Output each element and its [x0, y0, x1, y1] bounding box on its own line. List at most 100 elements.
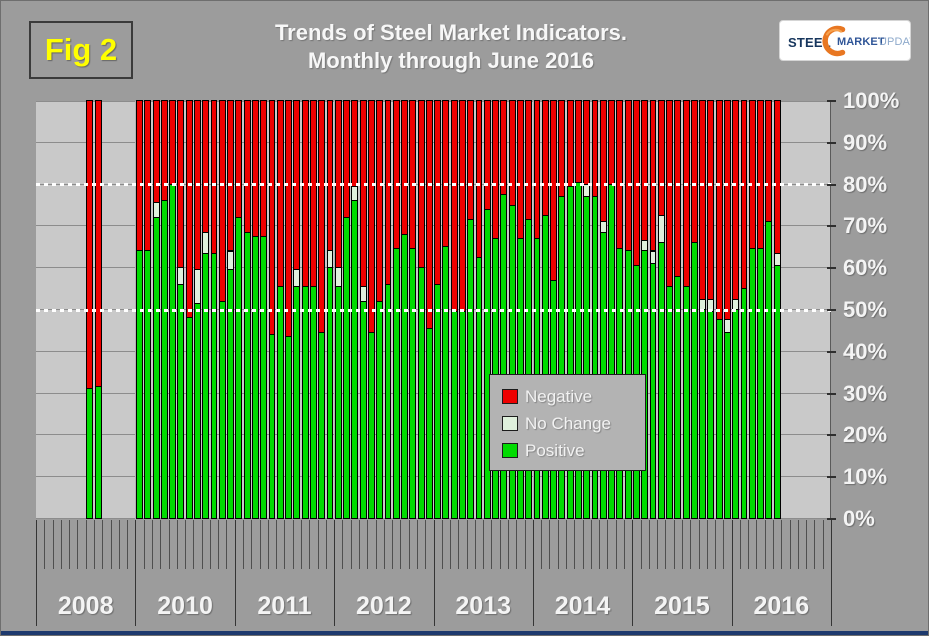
month-tick	[127, 520, 129, 569]
y-axis-label-50: 50%	[843, 297, 888, 322]
month-tick	[251, 520, 253, 569]
bar-2012-5-negative	[367, 100, 375, 333]
x-axis-label-2011: 2011	[257, 592, 312, 620]
reference-line-80	[36, 183, 831, 187]
bar-2015-8-positive	[690, 242, 698, 519]
month-tick	[375, 520, 377, 569]
month-tick	[499, 520, 501, 569]
reference-line-50	[36, 308, 831, 312]
month-tick	[690, 520, 692, 569]
bar-2015-3-positive	[649, 263, 657, 519]
bar-2012-4-negative	[359, 100, 367, 288]
bar-2012-10-negative	[409, 100, 417, 250]
bar-2016-6-no_change	[773, 252, 781, 267]
bar-2012-2-positive	[343, 217, 350, 519]
logo-word-steel: STEEL	[788, 35, 831, 50]
month-tick	[325, 520, 327, 569]
bar-2015-2-negative	[641, 100, 649, 242]
bar-2013-3-negative	[450, 100, 458, 313]
bar-2014-11-negative	[616, 100, 624, 250]
month-tick	[582, 520, 584, 569]
bar-2015-5-negative	[666, 100, 673, 288]
month-tick	[400, 520, 402, 569]
bar-2013-5-negative	[467, 100, 475, 221]
legend-label-positive: Positive	[525, 440, 585, 460]
bar-2010-5-positive	[169, 183, 177, 519]
y-axis-label-20: 20%	[843, 422, 888, 448]
x-axis-label-2010: 2010	[157, 592, 213, 620]
month-tick	[201, 520, 203, 569]
chart-title-line2: Monthly through June 2016	[307, 48, 595, 73]
bar-2010-3-positive	[152, 217, 160, 519]
month-tick	[599, 520, 601, 569]
bar-2011-12-positive	[326, 267, 334, 519]
month-tick	[160, 520, 162, 569]
chart-title: Trends of Steel Market Indicators. Month…	[151, 19, 751, 75]
no-change-swatch-icon	[502, 416, 518, 431]
month-tick	[60, 520, 62, 569]
month-tick	[640, 520, 642, 569]
y-axis-label-40: 40%	[843, 338, 888, 364]
y-axis-tick-80	[827, 183, 836, 186]
month-tick	[85, 520, 87, 569]
month-tick	[739, 520, 741, 569]
bar-2010-12-positive	[227, 269, 235, 519]
month-tick	[209, 520, 211, 569]
month-tick	[715, 520, 717, 569]
logo-word-market: MARKET	[837, 36, 885, 48]
bar-2015-12-positive	[724, 332, 731, 519]
month-tick	[615, 520, 617, 569]
bar-2012-2-negative	[343, 100, 350, 219]
month-tick	[483, 520, 485, 569]
month-tick	[77, 520, 79, 569]
month-tick	[756, 520, 758, 569]
bar-2013-6-positive	[475, 256, 483, 519]
bar-2013-4-positive	[459, 311, 466, 519]
bar-2015-3-no_change	[649, 250, 657, 265]
bar-2011-2-negative	[243, 100, 251, 233]
month-tick	[789, 520, 791, 569]
bar-2012-12-negative	[425, 100, 433, 329]
bar-2011-4-negative	[260, 100, 268, 237]
bar-2016-6-negative	[773, 100, 781, 254]
bar-2012-3-positive	[351, 200, 359, 519]
bar-2012-9-negative	[401, 100, 408, 235]
bar-2011-10-positive	[309, 286, 317, 519]
bar-2012-3-negative	[351, 100, 359, 187]
bar-2012-10-positive	[409, 248, 417, 519]
bar-2015-7-positive	[682, 286, 690, 519]
month-tick	[466, 520, 468, 569]
bar-2012-11-positive	[417, 267, 425, 519]
month-tick	[367, 520, 369, 569]
bar-2014-9-negative	[599, 100, 607, 223]
bar-2013-2-negative	[442, 100, 450, 248]
bar-2015-4-negative	[657, 100, 665, 216]
bar-2013-5-positive	[467, 219, 475, 519]
bar-2011-4-positive	[260, 235, 268, 519]
month-tick	[259, 520, 261, 569]
month-tick	[383, 520, 385, 569]
month-tick	[665, 520, 667, 569]
month-tick	[524, 520, 526, 569]
bar-2011-7-positive	[285, 336, 292, 519]
bar-2015-11-positive	[715, 319, 723, 519]
month-tick	[822, 520, 824, 569]
bar-2010-4-negative	[160, 100, 168, 202]
logo-crescent-icon	[822, 25, 846, 57]
month-tick	[102, 520, 104, 569]
bar-2012-9-positive	[401, 233, 408, 519]
bar-2011-8-no_change	[293, 269, 301, 288]
bar-2010-6-positive	[177, 283, 185, 519]
month-tick	[681, 520, 683, 569]
bar-2013-4-negative	[459, 100, 466, 313]
y-axis-tick-20	[827, 434, 836, 437]
month-tick	[441, 520, 443, 569]
month-tick	[773, 520, 775, 569]
month-tick	[748, 520, 750, 569]
month-tick	[474, 520, 476, 569]
month-tick	[806, 520, 808, 569]
bar-2015-9-negative	[699, 100, 707, 300]
bar-2015-6-negative	[674, 100, 682, 277]
month-tick	[110, 520, 112, 569]
bar-2013-10-positive	[508, 204, 516, 519]
